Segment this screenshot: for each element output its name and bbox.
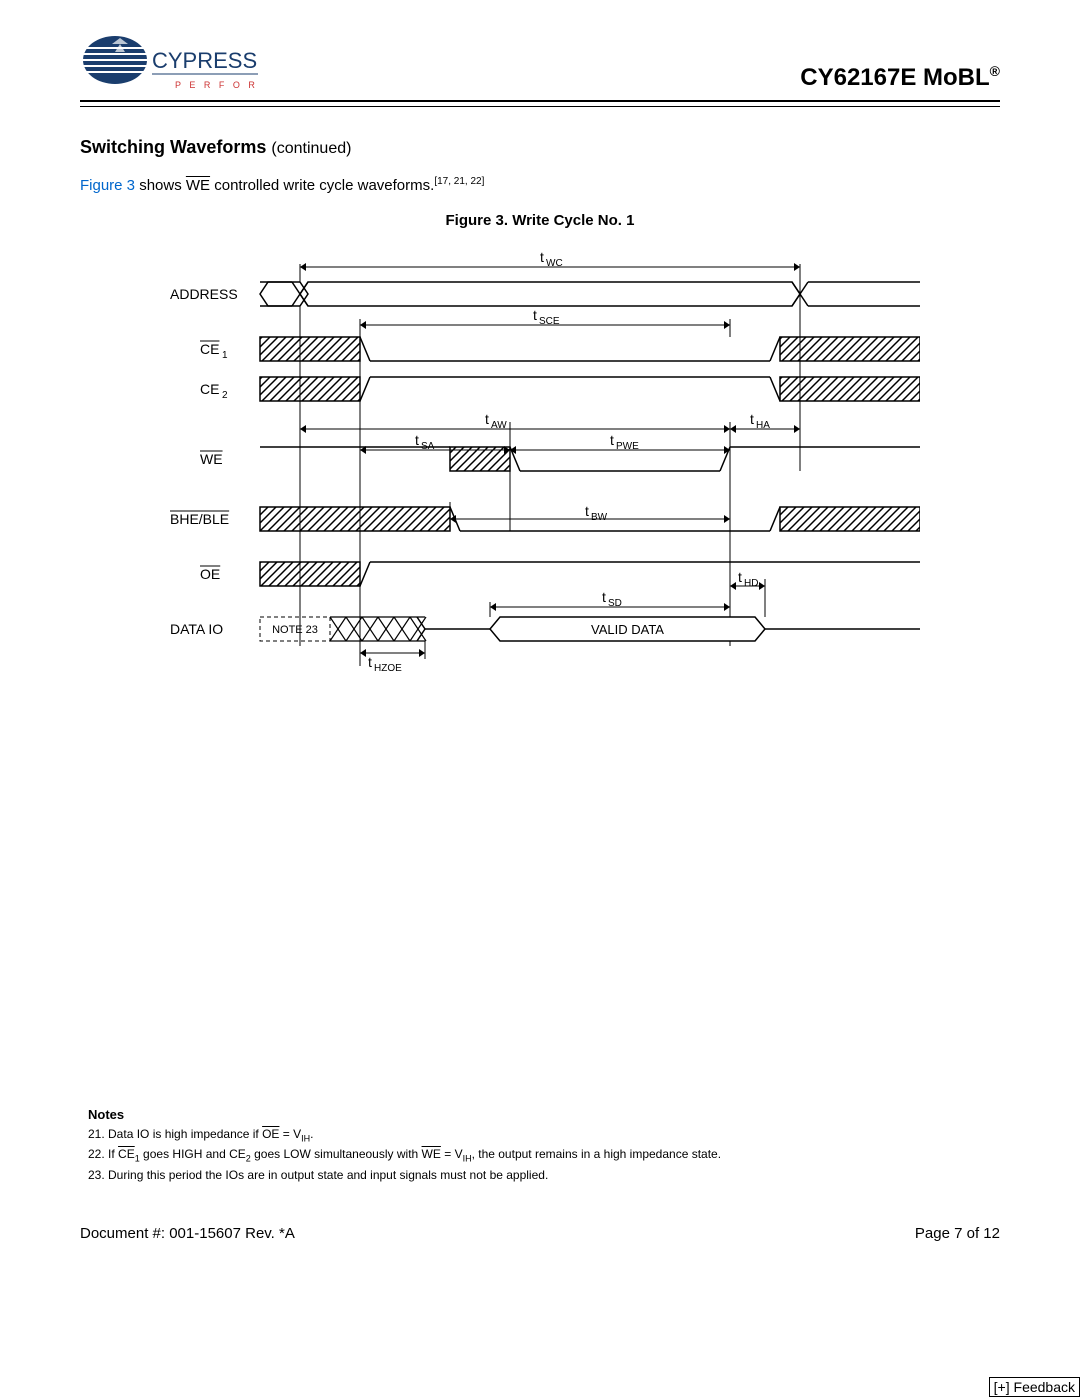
svg-text:WC: WC [546,258,563,269]
figure-caption: Figure 3. Write Cycle No. 1 [80,212,1000,229]
svg-text:BW: BW [591,512,608,523]
doc-number: Document #: 001-15607 Rev. *A [80,1225,295,1242]
svg-text:t: t [585,503,589,519]
timing-diagram: ADDRESStWCCE1CE2tSCEWEtAWtHAtSAtPWEBHE/B… [160,239,920,679]
svg-text:SCE: SCE [539,316,560,327]
page-number: Page 7 of 12 [915,1225,1000,1242]
svg-text:SA: SA [421,441,435,452]
svg-text:HA: HA [756,420,770,431]
svg-text:PWE: PWE [616,441,639,452]
svg-text:CE: CE [200,341,219,357]
svg-text:t: t [485,411,489,427]
svg-text:t: t [368,654,372,670]
cypress-logo: CYPRESS P E R F O R M [80,30,260,100]
product-title: CY62167E MoBL® [800,63,1000,100]
svg-text:t: t [610,432,614,448]
svg-text:VALID DATA: VALID DATA [591,622,664,637]
svg-text:CYPRESS: CYPRESS [152,48,257,73]
svg-text:ADDRESS: ADDRESS [170,286,238,302]
svg-text:CE: CE [200,381,219,397]
svg-text:t: t [738,569,742,585]
svg-text:t: t [602,589,606,605]
svg-text:DATA IO: DATA IO [170,621,223,637]
intro-text: Figure 3 shows WE controlled write cycle… [80,176,1000,194]
svg-text:NOTE 23: NOTE 23 [272,624,318,636]
svg-text:OE: OE [200,566,220,582]
page-footer: Document #: 001-15607 Rev. *A Page 7 of … [80,1225,1000,1242]
svg-text:HD: HD [744,578,758,589]
svg-text:t: t [540,249,544,265]
svg-text:t: t [415,432,419,448]
svg-text:1: 1 [222,350,228,361]
svg-text:AW: AW [491,420,507,431]
svg-text:SD: SD [608,598,622,609]
svg-text:t: t [533,307,537,323]
svg-text:2: 2 [222,390,228,401]
svg-text:HZOE: HZOE [374,663,402,674]
svg-text:BHE/BLE: BHE/BLE [170,511,229,527]
svg-text:t: t [750,411,754,427]
notes-section: Notes 21. Data IO is high impedance if O… [88,1105,721,1184]
feedback-button[interactable]: [+] Feedback [989,1377,1080,1397]
section-heading: Switching Waveforms (continued) [80,137,1000,158]
svg-text:WE: WE [200,451,223,467]
svg-text:P E R F O R M: P E R F O R M [175,80,260,90]
